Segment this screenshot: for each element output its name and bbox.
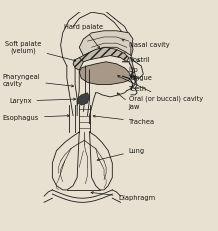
Text: Pharyngeal
cavity: Pharyngeal cavity: [3, 74, 74, 87]
Polygon shape: [79, 62, 131, 85]
Text: Esophagus: Esophagus: [3, 115, 70, 121]
Text: Larynx: Larynx: [9, 98, 76, 104]
Polygon shape: [73, 58, 83, 70]
Polygon shape: [79, 47, 129, 62]
Text: Nostril: Nostril: [129, 57, 150, 63]
Text: Oral (or buccal) cavity: Oral (or buccal) cavity: [118, 76, 203, 102]
Text: Lip: Lip: [129, 67, 139, 78]
Text: Hard palate: Hard palate: [64, 24, 103, 49]
Text: Trachea: Trachea: [93, 115, 155, 125]
Text: Teeth: Teeth: [129, 71, 147, 92]
Text: Diaphragm: Diaphragm: [91, 191, 156, 201]
Polygon shape: [77, 93, 90, 105]
Text: Jaw: Jaw: [117, 93, 140, 110]
Text: Soft palate
(velum): Soft palate (velum): [5, 41, 76, 61]
Text: Nasal cavity: Nasal cavity: [122, 39, 169, 48]
Polygon shape: [79, 31, 133, 56]
Text: Lung: Lung: [97, 148, 145, 161]
Text: Tongue: Tongue: [129, 75, 153, 81]
